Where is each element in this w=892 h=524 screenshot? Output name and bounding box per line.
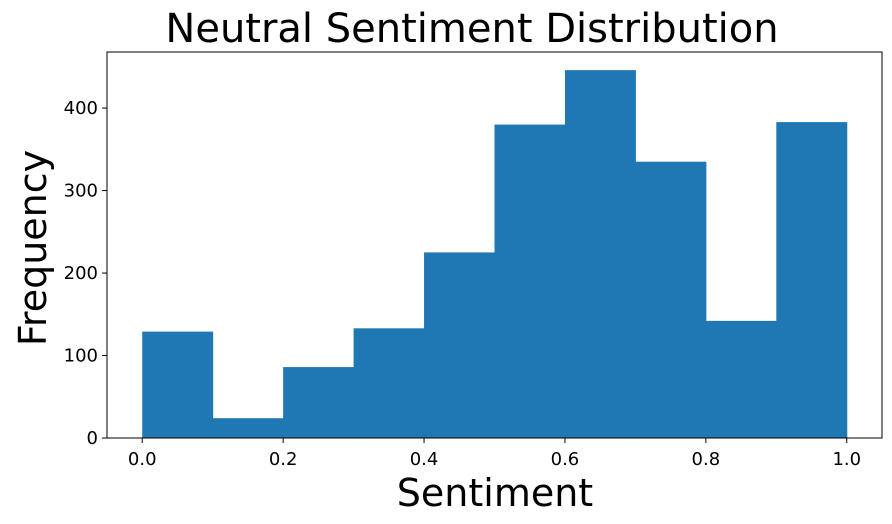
histogram-bar-8 bbox=[705, 320, 777, 438]
x-tick-label-1: 0.2 bbox=[269, 449, 298, 470]
histogram-bar-0 bbox=[142, 331, 214, 438]
x-tick-label-2: 0.4 bbox=[410, 449, 439, 470]
histogram-bar-9 bbox=[776, 122, 848, 438]
plot-frame bbox=[106, 51, 883, 439]
x-ticks-group: 0.0 0.2 0.4 0.6 0.8 1.0 bbox=[128, 438, 861, 470]
bars-group bbox=[142, 70, 848, 439]
histogram-bar-6 bbox=[564, 70, 636, 439]
x-tick-label-4: 0.8 bbox=[692, 449, 721, 470]
histogram-bar-3 bbox=[353, 328, 425, 438]
chart-title: Neutral Sentiment Distribution bbox=[165, 6, 778, 52]
y-tick-label-2: 200 bbox=[64, 263, 98, 284]
y-tick-label-4: 400 bbox=[64, 98, 98, 119]
y-tick-label-3: 300 bbox=[64, 181, 98, 202]
histogram-bar-4 bbox=[424, 252, 495, 438]
x-tick-label-0: 0.0 bbox=[128, 449, 157, 470]
x-axis-label: Sentiment bbox=[397, 471, 593, 515]
histogram-bar-2 bbox=[283, 367, 355, 438]
histogram-bar-5 bbox=[494, 124, 566, 438]
y-tick-label-0: 0 bbox=[87, 428, 98, 449]
histogram-bar-1 bbox=[212, 418, 284, 438]
y-ticks-group: 0 100 200 300 400 bbox=[64, 98, 107, 449]
x-tick-label-5: 1.0 bbox=[832, 449, 861, 470]
x-tick-label-3: 0.6 bbox=[551, 449, 580, 470]
y-axis-label: Frequency bbox=[11, 150, 55, 346]
y-tick-label-1: 100 bbox=[64, 346, 98, 367]
histogram-bar-7 bbox=[635, 161, 707, 438]
